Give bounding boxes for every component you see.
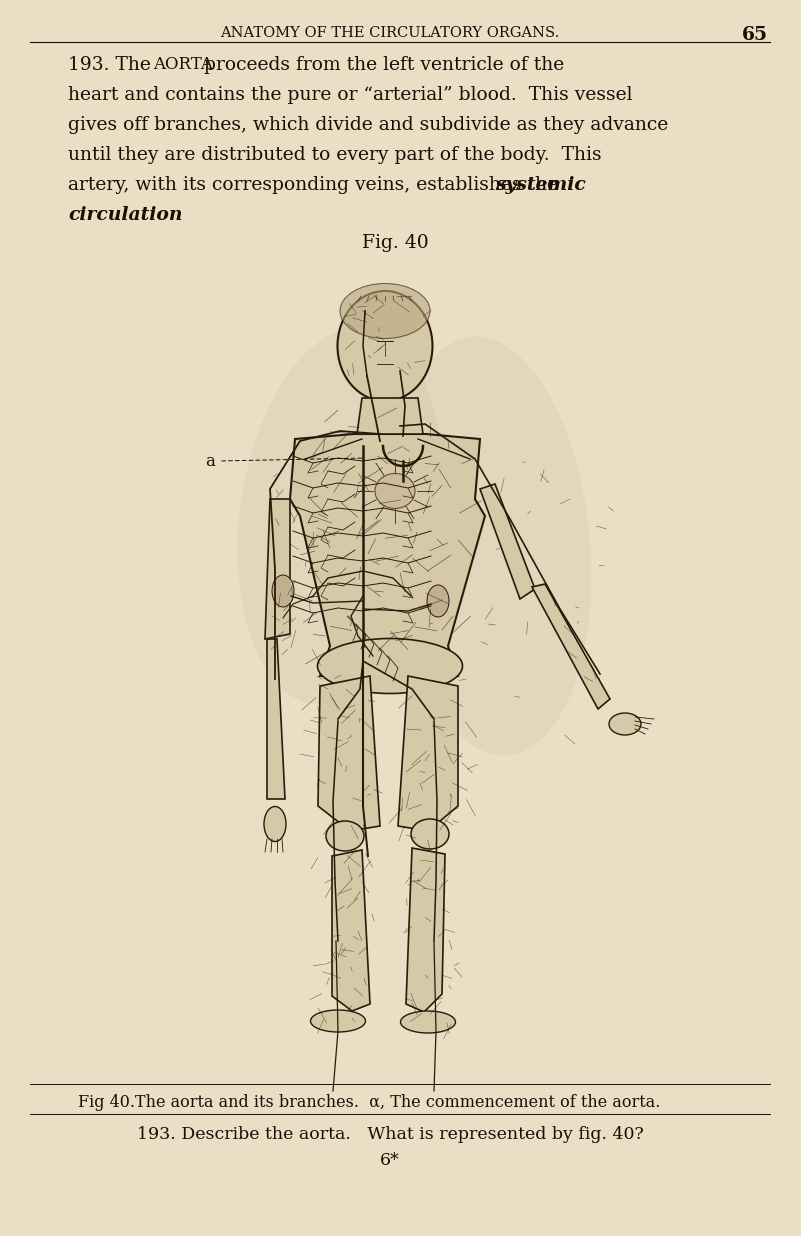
Text: 193. The: 193. The xyxy=(68,56,157,74)
Ellipse shape xyxy=(375,473,415,508)
Text: Fig. 40: Fig. 40 xyxy=(361,234,429,252)
Polygon shape xyxy=(332,850,370,1011)
Ellipse shape xyxy=(272,575,294,607)
Polygon shape xyxy=(532,583,610,709)
Text: 6*: 6* xyxy=(380,1152,400,1169)
Polygon shape xyxy=(290,434,485,676)
Ellipse shape xyxy=(264,807,286,842)
Ellipse shape xyxy=(311,1010,365,1032)
Text: 193. Describe the aorta.   What is represented by fig. 40?: 193. Describe the aorta. What is represe… xyxy=(137,1126,643,1143)
Ellipse shape xyxy=(388,336,591,755)
Text: AORTA: AORTA xyxy=(153,56,213,73)
Ellipse shape xyxy=(337,290,433,400)
Polygon shape xyxy=(406,848,445,1012)
Polygon shape xyxy=(318,676,380,831)
Text: 65: 65 xyxy=(742,26,768,44)
Ellipse shape xyxy=(317,639,462,693)
Polygon shape xyxy=(480,485,535,599)
Ellipse shape xyxy=(238,328,442,705)
Text: gives off branches, which divide and subdivide as they advance: gives off branches, which divide and sub… xyxy=(68,116,668,133)
Ellipse shape xyxy=(326,821,364,852)
Text: until they are distributed to every part of the body.  This: until they are distributed to every part… xyxy=(68,146,602,164)
Polygon shape xyxy=(267,639,285,798)
Ellipse shape xyxy=(340,283,430,339)
Text: systemic: systemic xyxy=(495,176,586,194)
Ellipse shape xyxy=(427,585,449,617)
Polygon shape xyxy=(357,398,423,434)
Ellipse shape xyxy=(400,1011,456,1033)
Ellipse shape xyxy=(411,819,449,849)
Text: heart and contains the pure or “arterial” blood.  This vessel: heart and contains the pure or “arterial… xyxy=(68,87,633,104)
Polygon shape xyxy=(398,676,458,831)
Text: artery, with its corresponding veins, establishes the: artery, with its corresponding veins, es… xyxy=(68,176,564,194)
Text: The aorta and its branches.  α, The commencement of the aorta.: The aorta and its branches. α, The comme… xyxy=(135,1094,660,1111)
Polygon shape xyxy=(265,499,290,639)
Text: Fig 40.: Fig 40. xyxy=(78,1094,135,1111)
Text: circulation: circulation xyxy=(68,206,183,224)
Text: a: a xyxy=(205,452,215,470)
Text: ANATOMY OF THE CIRCULATORY ORGANS.: ANATOMY OF THE CIRCULATORY ORGANS. xyxy=(220,26,560,40)
Text: proceeds from the left ventricle of the: proceeds from the left ventricle of the xyxy=(198,56,564,74)
Ellipse shape xyxy=(609,713,641,735)
